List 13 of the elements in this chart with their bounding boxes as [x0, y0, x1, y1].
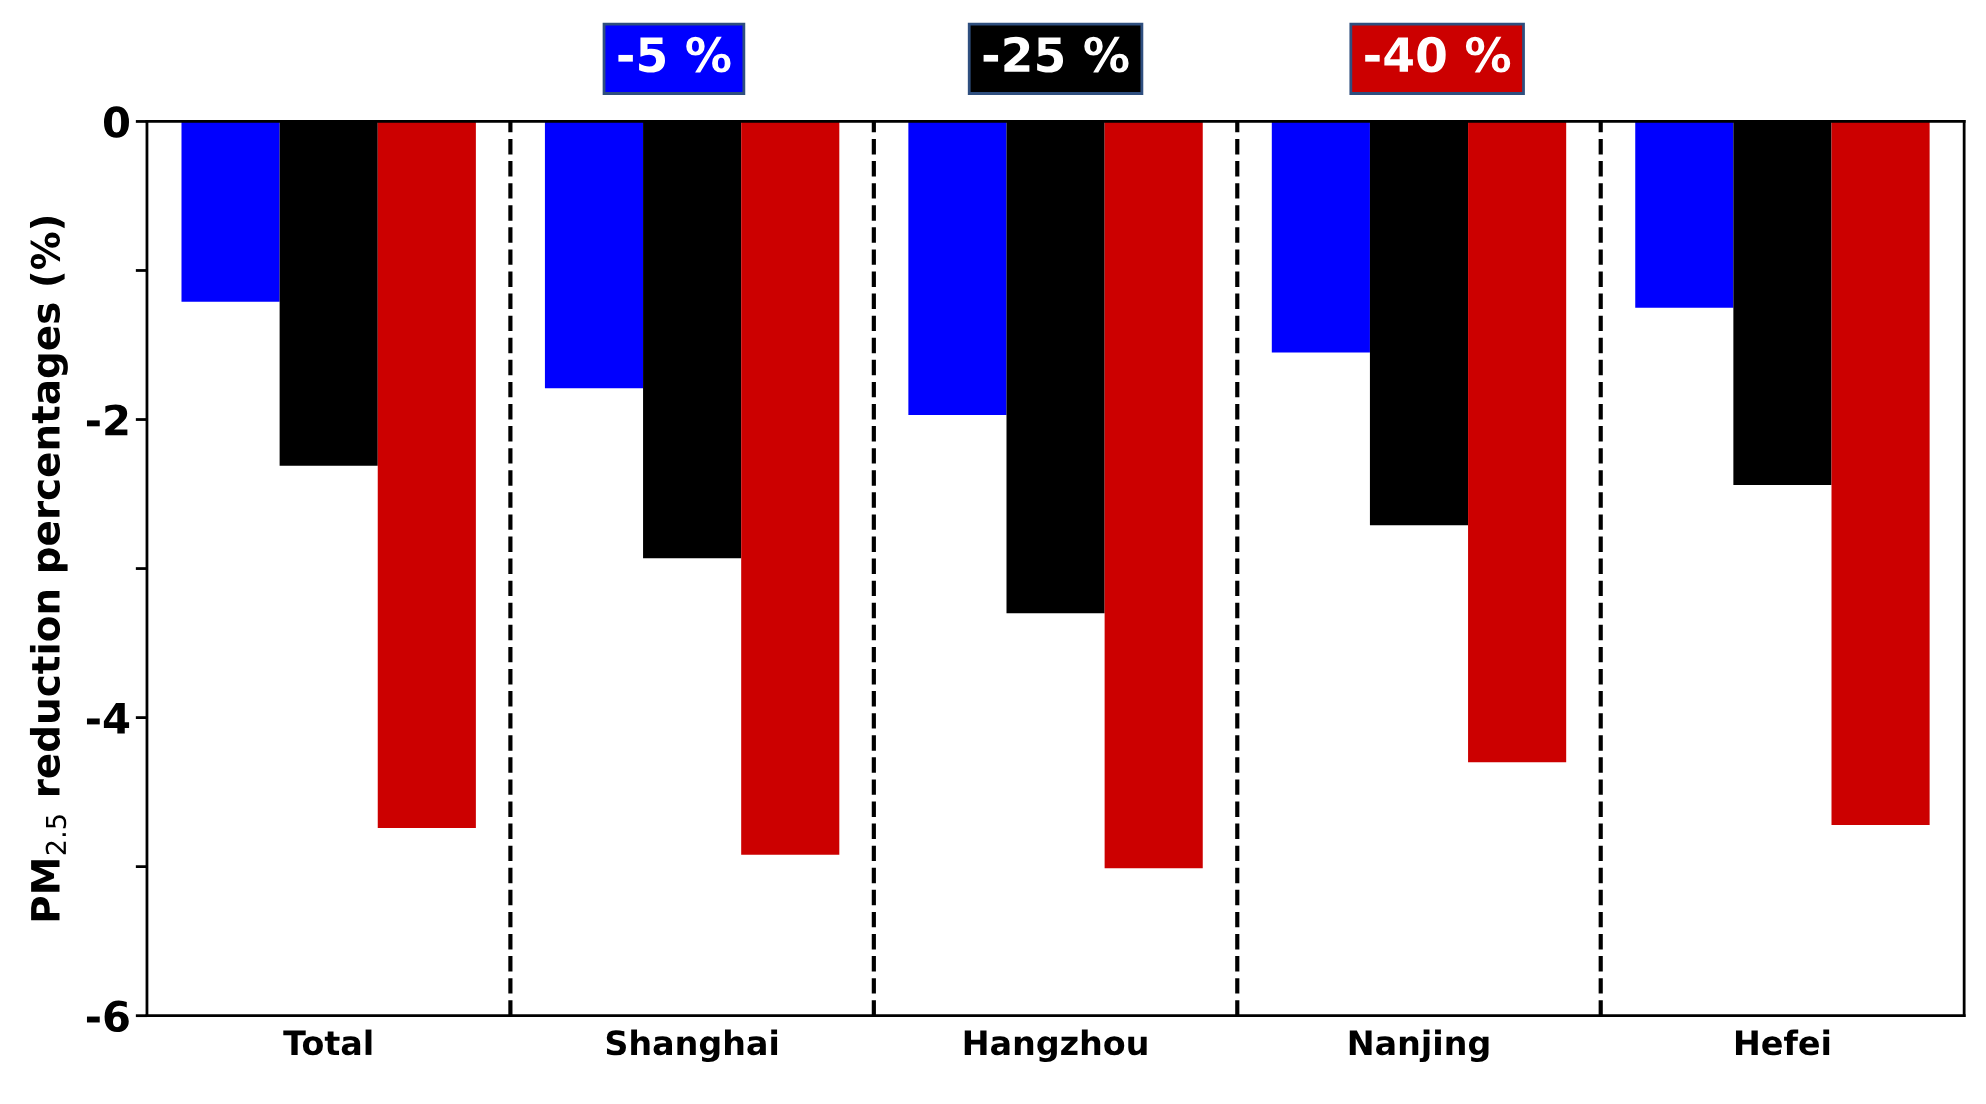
x-tick-label: Nanjing [1349, 1029, 1489, 1063]
x-tick-label: Hangzhou [964, 1029, 1147, 1063]
y-tick-label: -4 [86, 703, 130, 734]
y-tick-label: -2 [86, 404, 128, 436]
series-label: -25 % [983, 36, 1129, 73]
series-label: -40 % [1365, 36, 1511, 73]
y-tick-label: 0 [103, 106, 129, 138]
y-axis-title: PM$_{2.5}$ reduction percentages (%) [29, 216, 68, 921]
y-tick-label: -6 [86, 1000, 129, 1033]
x-tick-label: Total [283, 1029, 372, 1056]
x-tick-label: Hefei [1735, 1029, 1830, 1056]
series-label: -5 % [618, 36, 731, 73]
x-tick-label: Shanghai [606, 1029, 778, 1063]
